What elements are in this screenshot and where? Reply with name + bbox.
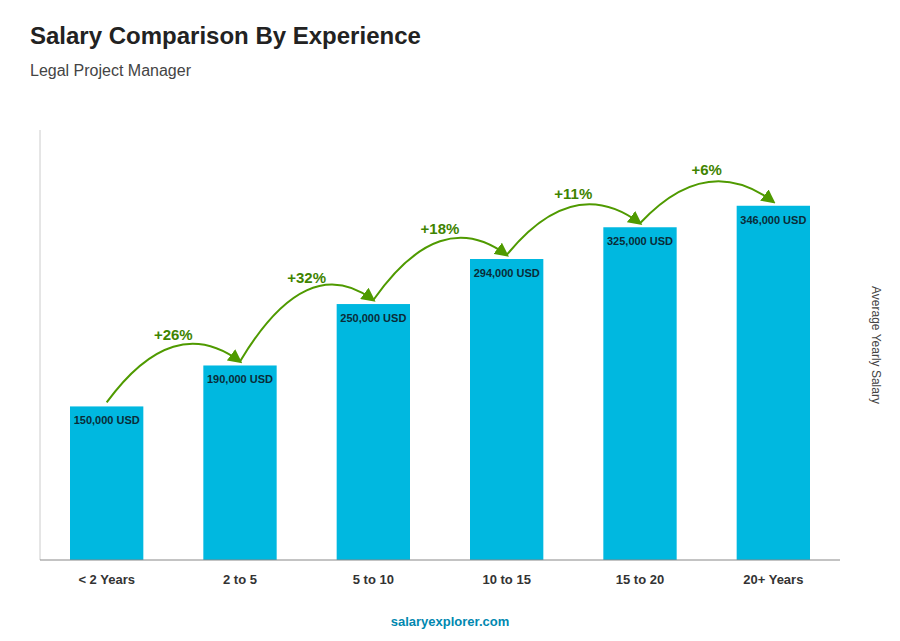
change-arrow [640,181,773,223]
subtitle: Legal Project Manager [30,62,192,79]
bars [70,206,810,560]
change-arrow [373,238,506,300]
title: Salary Comparison By Experience [30,22,421,49]
bar [203,365,276,560]
x-axis-line [40,560,840,561]
x-tick-label: 2 to 5 [223,572,257,587]
data-label: 190,000 USD [207,373,273,385]
x-tick-label: 15 to 20 [616,572,664,587]
y-axis-label: Average Yearly Salary [869,286,883,404]
bar [470,259,543,560]
data-label: 250,000 USD [340,312,406,324]
change-arrow [240,285,373,362]
y-axis-line [40,130,41,560]
change-arrow [507,204,640,255]
x-tick-label: 10 to 15 [482,572,530,587]
bar [603,227,676,560]
bar [337,304,410,560]
data-label: 346,000 USD [740,214,806,226]
bar [70,406,143,560]
chart: Salary Comparison By Experience Legal Pro… [0,0,900,641]
bar [737,206,810,560]
x-tick-label: 5 to 10 [353,572,394,587]
footer: salaryexplorer.com [391,614,510,629]
data-label: 294,000 USD [474,267,540,279]
data-label: 325,000 USD [607,235,673,247]
change-label: +11% [554,185,592,202]
change-label: +6% [691,161,721,178]
change-arrow [107,344,240,403]
change-label: +18% [421,220,460,237]
change-label: +32% [287,269,326,286]
x-tick-label: 20+ Years [743,572,803,587]
data-label: 150,000 USD [74,414,140,426]
x-tick-label: < 2 Years [78,572,135,587]
change-label: +26% [154,326,193,343]
